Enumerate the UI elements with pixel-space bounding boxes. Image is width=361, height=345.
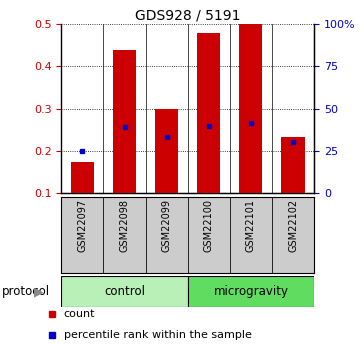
Bar (239, 24, 262, 193)
Text: GSM22101: GSM22101 (246, 199, 256, 252)
Text: GSM22099: GSM22099 (162, 199, 172, 252)
Bar (197, 32, 220, 193)
Bar (188, 276, 314, 307)
Title: GDS928 / 5191: GDS928 / 5191 (135, 9, 240, 23)
Bar (188, 197, 230, 273)
Text: GSM22102: GSM22102 (288, 199, 298, 252)
Bar (282, 137, 305, 193)
Bar (145, 197, 188, 273)
Text: GSM22098: GSM22098 (119, 199, 130, 252)
Bar (61, 276, 188, 307)
Text: ▶: ▶ (34, 285, 43, 298)
Bar (272, 197, 314, 273)
Bar (104, 197, 145, 273)
Bar (71, 161, 94, 193)
Text: microgravity: microgravity (213, 285, 288, 298)
Bar (113, 50, 136, 193)
Bar (230, 197, 272, 273)
Text: protocol: protocol (2, 285, 50, 298)
Text: GSM22100: GSM22100 (204, 199, 214, 252)
Text: count: count (64, 309, 95, 319)
Text: control: control (104, 285, 145, 298)
Bar (61, 197, 104, 273)
Text: percentile rank within the sample: percentile rank within the sample (64, 330, 251, 340)
Text: GSM22097: GSM22097 (77, 199, 87, 252)
Bar (155, 109, 178, 193)
